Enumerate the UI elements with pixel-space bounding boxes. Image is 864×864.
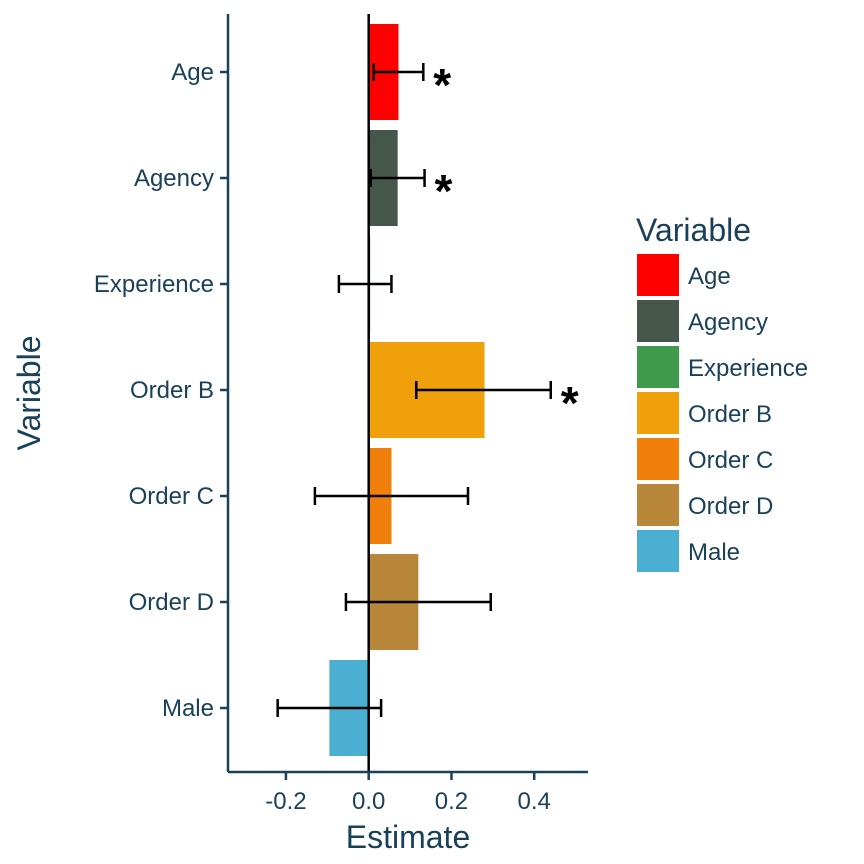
legend-swatch-experience — [637, 346, 679, 388]
error-bar-order-c — [313, 487, 470, 505]
legend-label-age: Age — [688, 263, 731, 290]
error-bar-male — [276, 699, 383, 717]
legend: Variable Age Agency Experience Order B Order… — [636, 212, 808, 572]
y-axis-ticks: Age Agency Experience Order B Order C Order D… — [94, 59, 228, 722]
legend-swatch-order-b — [637, 392, 679, 434]
x-tick-label: 0.4 — [518, 788, 551, 815]
x-tick-label: 0.0 — [352, 788, 385, 815]
legend-label-male: Male — [688, 539, 740, 566]
error-bar-order-d — [344, 593, 493, 611]
y-tick-label-order-b: Order B — [130, 377, 214, 404]
legend-swatch-order-d — [637, 484, 679, 526]
x-axis-title: Estimate — [346, 819, 470, 855]
legend-swatch-male — [637, 530, 679, 572]
legend-swatch-age — [637, 254, 679, 296]
error-bar-agency — [369, 169, 426, 187]
error-bar-age — [372, 63, 425, 81]
y-tick-label-age: Age — [171, 59, 214, 86]
x-tick-label: 0.2 — [435, 788, 468, 815]
significance-star-age: * — [433, 59, 451, 111]
y-axis-title: Variable — [11, 335, 47, 450]
y-tick-label-agency: Agency — [134, 165, 214, 192]
error-bar-order-b — [415, 381, 553, 399]
legend-label-agency: Agency — [688, 309, 768, 336]
y-tick-label-order-c: Order C — [129, 483, 214, 510]
legend-label-order-d: Order D — [688, 493, 773, 520]
significance-markers: * * * — [433, 59, 578, 429]
y-tick-label-male: Male — [162, 695, 214, 722]
significance-star-agency: * — [435, 165, 453, 217]
error-bar-experience — [337, 275, 393, 293]
y-tick-label-experience: Experience — [94, 271, 214, 298]
legend-items: Age Agency Experience Order B Order C Order D… — [637, 254, 808, 572]
legend-label-order-b: Order B — [688, 401, 772, 428]
legend-label-order-c: Order C — [688, 447, 773, 474]
legend-swatch-order-c — [637, 438, 679, 480]
x-tick-label: -0.2 — [265, 788, 306, 815]
error-bars-layer — [276, 63, 553, 717]
axes — [226, 14, 588, 774]
x-axis-ticks: -0.2 0.0 0.2 0.4 — [265, 772, 551, 815]
legend-label-experience: Experience — [688, 355, 808, 382]
legend-title: Variable — [636, 212, 751, 248]
significance-star-order-b: * — [561, 377, 579, 429]
y-tick-label-order-d: Order D — [129, 589, 214, 616]
legend-swatch-agency — [637, 300, 679, 342]
